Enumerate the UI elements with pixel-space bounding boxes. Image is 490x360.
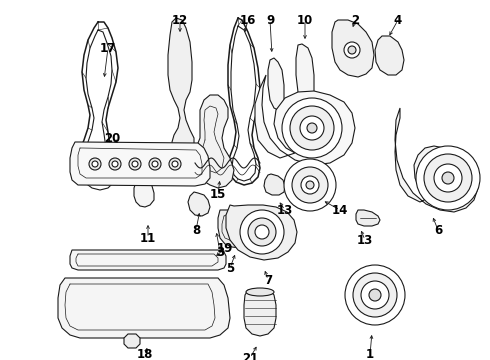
Circle shape — [240, 210, 284, 254]
Polygon shape — [244, 290, 276, 336]
Circle shape — [282, 98, 342, 158]
Circle shape — [109, 158, 121, 170]
Text: 4: 4 — [394, 13, 402, 27]
Circle shape — [416, 146, 480, 210]
Circle shape — [348, 46, 356, 54]
Circle shape — [92, 161, 98, 167]
Circle shape — [434, 164, 462, 192]
Circle shape — [284, 159, 336, 211]
Text: 15: 15 — [210, 189, 226, 202]
Circle shape — [369, 289, 381, 301]
Polygon shape — [188, 192, 210, 216]
Text: 12: 12 — [172, 13, 188, 27]
Polygon shape — [375, 36, 404, 75]
Text: 1: 1 — [366, 348, 374, 360]
Polygon shape — [134, 178, 154, 207]
Circle shape — [169, 158, 181, 170]
Text: 17: 17 — [100, 41, 116, 54]
Polygon shape — [226, 205, 297, 260]
Polygon shape — [70, 250, 226, 270]
Circle shape — [301, 176, 319, 194]
Circle shape — [307, 123, 317, 133]
Text: 11: 11 — [140, 231, 156, 244]
Ellipse shape — [246, 288, 274, 296]
Circle shape — [424, 154, 472, 202]
Polygon shape — [268, 58, 284, 110]
Text: 14: 14 — [332, 203, 348, 216]
Circle shape — [172, 161, 178, 167]
Circle shape — [361, 281, 389, 309]
Circle shape — [344, 42, 360, 58]
Text: 7: 7 — [264, 274, 272, 287]
Circle shape — [290, 106, 334, 150]
Polygon shape — [356, 210, 380, 226]
Polygon shape — [70, 142, 210, 186]
Polygon shape — [296, 44, 314, 102]
Text: 3: 3 — [216, 246, 224, 258]
Polygon shape — [58, 278, 230, 338]
Text: 2: 2 — [351, 13, 359, 27]
Text: 6: 6 — [434, 224, 442, 237]
Circle shape — [248, 218, 276, 246]
Polygon shape — [255, 75, 355, 165]
Circle shape — [345, 265, 405, 325]
Polygon shape — [332, 20, 374, 77]
Polygon shape — [218, 210, 256, 248]
Circle shape — [442, 172, 454, 184]
Circle shape — [152, 161, 158, 167]
Polygon shape — [264, 174, 285, 195]
Circle shape — [132, 161, 138, 167]
Text: 10: 10 — [297, 13, 313, 27]
Text: 13: 13 — [357, 234, 373, 247]
Text: 21: 21 — [242, 351, 258, 360]
Circle shape — [112, 161, 118, 167]
Text: 16: 16 — [240, 13, 256, 27]
Text: 9: 9 — [266, 13, 274, 27]
Text: 13: 13 — [277, 203, 293, 216]
Circle shape — [300, 116, 324, 140]
Circle shape — [149, 158, 161, 170]
Circle shape — [89, 158, 101, 170]
Circle shape — [255, 225, 269, 239]
Circle shape — [306, 181, 314, 189]
Circle shape — [292, 167, 328, 203]
Circle shape — [353, 273, 397, 317]
Text: 5: 5 — [226, 261, 234, 274]
Text: 18: 18 — [137, 348, 153, 360]
Text: 8: 8 — [192, 224, 200, 237]
Polygon shape — [395, 108, 478, 212]
Polygon shape — [168, 18, 194, 157]
Text: 20: 20 — [104, 131, 120, 144]
Circle shape — [129, 158, 141, 170]
Polygon shape — [194, 95, 234, 188]
Polygon shape — [124, 334, 140, 348]
Text: 19: 19 — [217, 242, 233, 255]
